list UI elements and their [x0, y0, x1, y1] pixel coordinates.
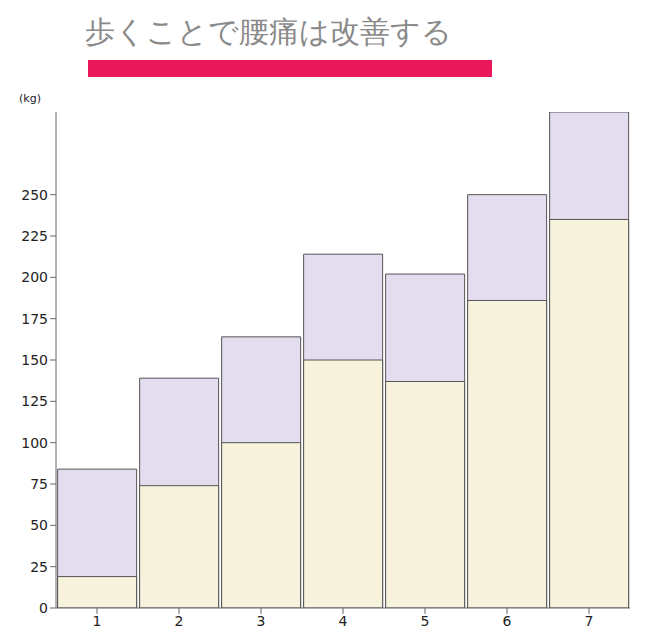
svg-text:250: 250 [21, 187, 48, 203]
svg-text:150: 150 [21, 352, 48, 368]
svg-text:0: 0 [39, 600, 48, 616]
svg-text:225: 225 [21, 228, 48, 244]
svg-text:175: 175 [21, 311, 48, 327]
svg-text:200: 200 [21, 269, 48, 285]
svg-text:7: 7 [585, 613, 594, 629]
svg-text:1: 1 [93, 613, 102, 629]
svg-text:100: 100 [21, 435, 48, 451]
svg-text:3: 3 [257, 613, 266, 629]
svg-text:75: 75 [30, 476, 48, 492]
svg-text:25: 25 [30, 559, 48, 575]
svg-text:50: 50 [30, 517, 48, 533]
svg-text:5: 5 [421, 613, 430, 629]
svg-text:(kg): (kg) [19, 92, 41, 105]
html-text:歩くことで腰痛は改善する: 歩くことで腰痛は改善する [85, 14, 452, 49]
svg-text:125: 125 [21, 393, 48, 409]
svg-text:6: 6 [503, 613, 512, 629]
svg-text:4: 4 [339, 613, 348, 629]
svg-text:2: 2 [175, 613, 184, 629]
